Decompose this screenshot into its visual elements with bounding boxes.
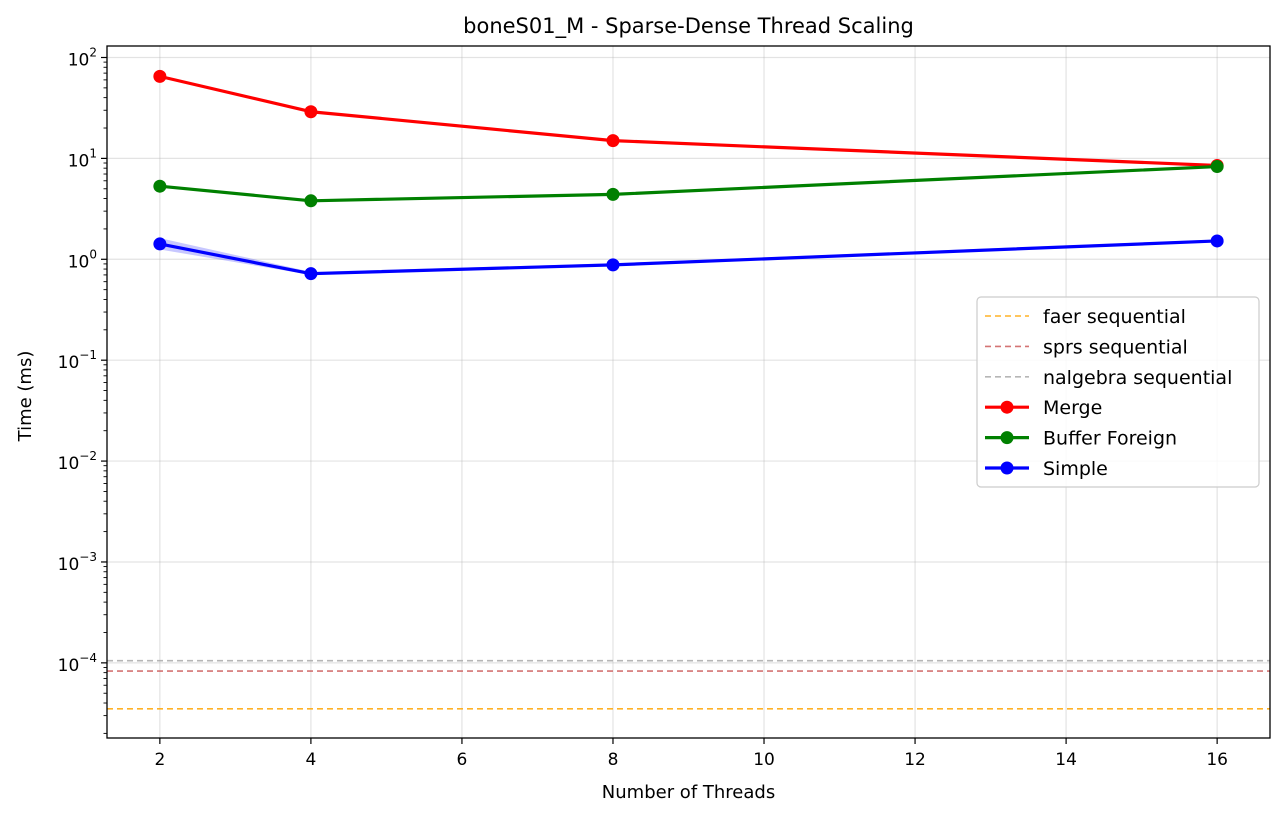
y-tick-base: 10 xyxy=(58,656,80,676)
y-tick-exponent: −4 xyxy=(79,651,97,665)
legend-label: nalgebra sequential xyxy=(1043,367,1232,389)
data-point xyxy=(304,194,318,208)
y-tick-exponent: 1 xyxy=(89,146,97,160)
y-tick-base: 10 xyxy=(68,151,90,171)
legend-label: sprs sequential xyxy=(1043,336,1188,358)
y-tick-exponent: 0 xyxy=(89,247,97,261)
x-tick-label: 8 xyxy=(608,750,619,770)
data-point xyxy=(153,69,167,83)
legend-label: Simple xyxy=(1043,458,1108,480)
chart-title: boneS01_M - Sparse-Dense Thread Scaling xyxy=(463,14,914,39)
legend-box xyxy=(976,296,1260,488)
y-tick-exponent: −2 xyxy=(79,449,97,463)
y-tick-label: 10−1 xyxy=(58,348,97,373)
legend-label: Merge xyxy=(1043,397,1102,419)
data-point xyxy=(1210,234,1224,248)
data-point xyxy=(153,237,167,251)
data-point xyxy=(153,179,167,193)
x-tick-label: 12 xyxy=(904,750,926,770)
data-point xyxy=(606,258,620,272)
legend-marker xyxy=(1000,461,1014,475)
series-line-2 xyxy=(158,239,1219,276)
data-point xyxy=(606,134,620,148)
y-tick-label: 10−2 xyxy=(58,449,97,474)
y-tick-label: 101 xyxy=(68,146,97,171)
y-tick-base: 10 xyxy=(68,50,90,70)
plot-frame xyxy=(106,45,1271,739)
y-tick-base: 10 xyxy=(58,454,80,474)
y-axis-label: Time (ms) xyxy=(15,351,36,443)
y-tick-base: 10 xyxy=(68,252,90,272)
data-point xyxy=(304,105,318,119)
x-tick-label: 10 xyxy=(753,750,775,770)
y-tick-label: 100 xyxy=(68,247,97,272)
x-tick-label: 4 xyxy=(305,750,316,770)
y-tick-label: 102 xyxy=(68,45,97,70)
data-point xyxy=(606,187,620,201)
y-tick-label: 10−4 xyxy=(58,651,97,676)
y-tick-exponent: 2 xyxy=(89,45,97,59)
legend-label: faer sequential xyxy=(1043,306,1186,328)
x-tick-label: 2 xyxy=(154,750,165,770)
y-tick-base: 10 xyxy=(58,353,80,373)
legend: faer sequential sprs sequential nalgebra s… xyxy=(976,296,1260,488)
series-line-1 xyxy=(158,164,1219,203)
legend-marker xyxy=(1000,400,1014,414)
x-tick-label: 16 xyxy=(1206,750,1228,770)
data-point xyxy=(304,267,318,281)
series-line-0 xyxy=(158,74,1219,168)
x-tick-label: 6 xyxy=(457,750,468,770)
data-point xyxy=(1210,160,1224,174)
y-tick-label: 10−3 xyxy=(58,550,97,575)
x-tick-label: 14 xyxy=(1055,750,1077,770)
y-tick-base: 10 xyxy=(58,555,80,575)
x-axis-label: Number of Threads xyxy=(602,782,775,803)
legend-marker xyxy=(1000,431,1014,445)
legend-label: Buffer Foreign xyxy=(1043,428,1177,450)
y-tick-exponent: −1 xyxy=(79,348,97,362)
y-tick-exponent: −3 xyxy=(79,550,97,564)
